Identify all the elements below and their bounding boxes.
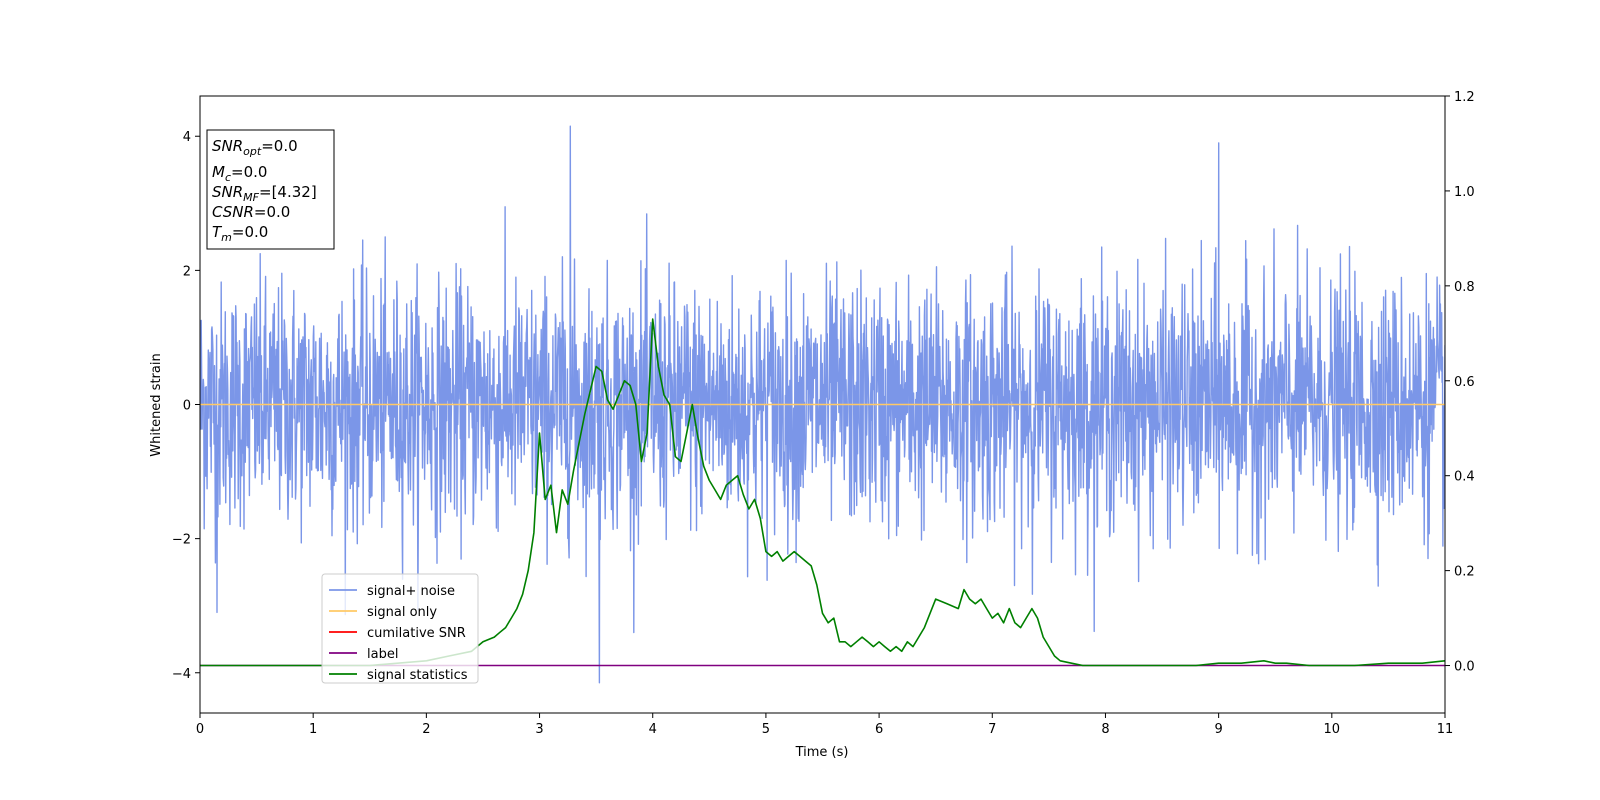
x-tick-label: 11 [1437, 722, 1454, 737]
y-right-tick-label: 1.2 [1454, 90, 1475, 105]
y-right-tick-label: 0.6 [1454, 375, 1475, 390]
x-tick-label: 8 [1101, 722, 1109, 737]
y-right-tick-label: 0.4 [1454, 470, 1475, 485]
info-line: Mc=0.0 [212, 163, 267, 184]
x-tick-label: 10 [1324, 722, 1341, 737]
y-left-tick-label: 0 [183, 399, 191, 414]
series-line-0 [200, 125, 1445, 684]
y-left-tick-label: 2 [183, 264, 191, 279]
info-line: Tm=0.0 [212, 223, 268, 244]
x-tick-label: 7 [988, 722, 996, 737]
legend-label: signal+ noise [367, 584, 455, 599]
legend: signal+ noise signal only cumilative SNR la… [321, 573, 479, 684]
y-axis-left: −4 −2 0 2 4 [172, 130, 200, 682]
y-right-tick-label: 1.0 [1454, 185, 1475, 200]
x-tick-label: 6 [875, 722, 883, 737]
legend-frame [321, 573, 479, 684]
x-tick-label: 2 [422, 722, 430, 737]
legend-label: signal only [367, 605, 437, 620]
info-box-frame [206, 129, 335, 250]
legend-label: cumilative SNR [367, 626, 466, 641]
legend-label: label [367, 647, 398, 662]
y-axis-right: 0.0 0.2 0.4 0.6 0.8 1.0 1.2 [1445, 90, 1475, 675]
y-left-tick-label: 4 [183, 130, 191, 145]
y-axis-label: Whitened strain [149, 353, 164, 456]
x-axis-label: Time (s) [795, 745, 849, 760]
info-line: SNRMF=[4.32] [212, 183, 317, 204]
y-left-tick-label: −2 [172, 533, 191, 548]
x-tick-label: 9 [1214, 722, 1222, 737]
info-line: CSNR=0.0 [212, 203, 290, 221]
y-right-tick-label: 0.2 [1454, 565, 1475, 580]
y-left-tick-label: −4 [172, 667, 191, 682]
x-tick-label: 3 [535, 722, 543, 737]
legend-label: signal statistics [367, 668, 468, 683]
x-tick-label: 0 [196, 722, 204, 737]
x-tick-label: 1 [309, 722, 317, 737]
x-tick-label: 4 [649, 722, 657, 737]
series-line-4 [200, 318, 1445, 667]
y-right-tick-label: 0.8 [1454, 280, 1475, 295]
y-right-tick-label: 0.0 [1454, 660, 1475, 675]
info-line: SNRopt=0.0 [212, 137, 298, 158]
x-axis: 0 1 2 3 4 5 6 7 8 9 10 11 [196, 713, 1453, 737]
x-tick-label: 5 [762, 722, 770, 737]
